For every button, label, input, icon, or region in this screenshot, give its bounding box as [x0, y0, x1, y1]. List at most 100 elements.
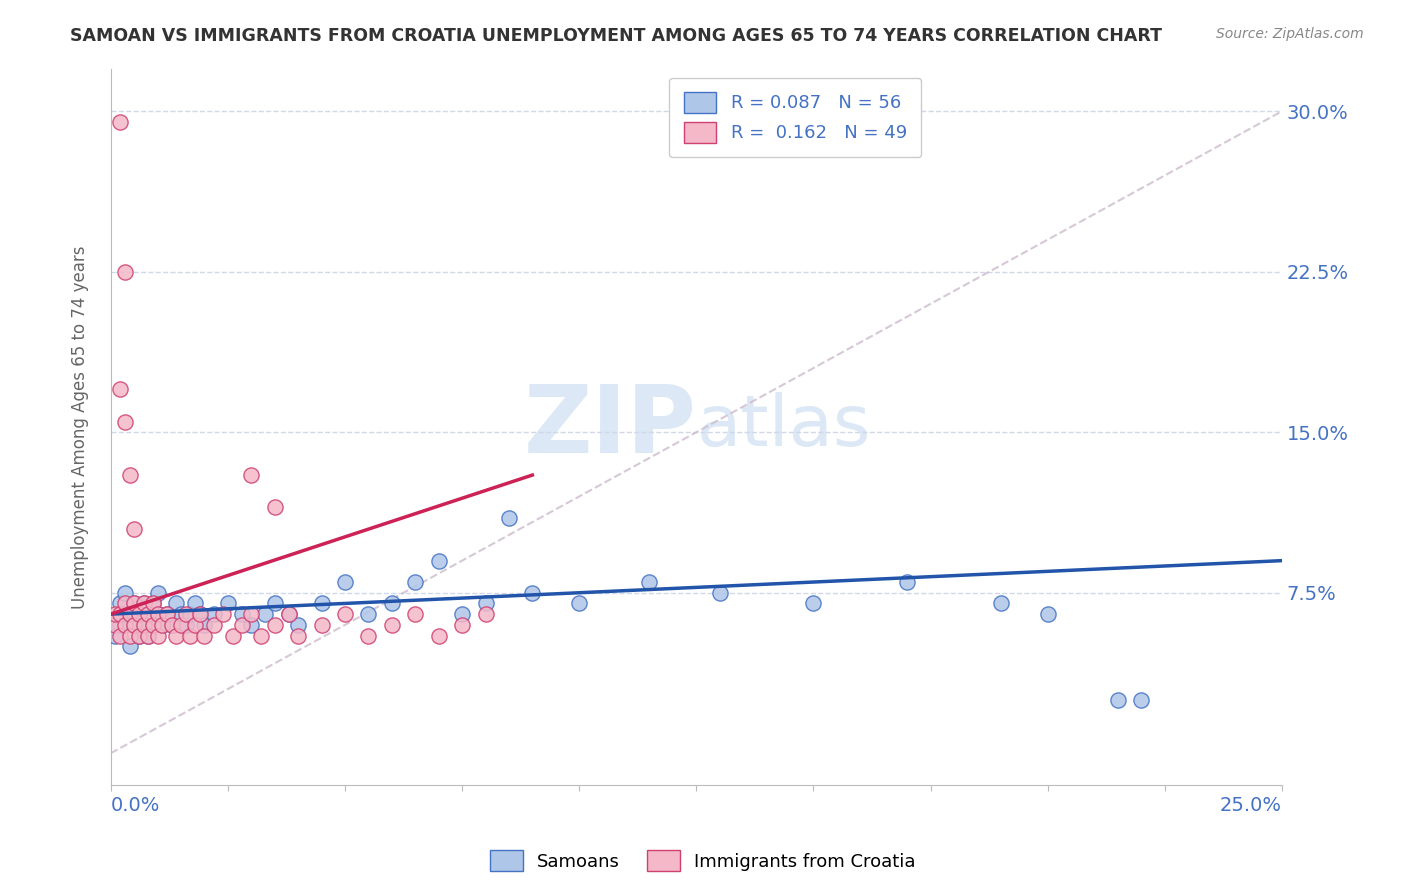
- Point: [803, 596, 825, 610]
- Point: [170, 617, 193, 632]
- Point: [263, 596, 285, 610]
- Point: [142, 617, 165, 632]
- Point: [184, 596, 207, 610]
- Point: [263, 617, 285, 632]
- Point: [311, 617, 333, 632]
- Point: [221, 628, 243, 642]
- Point: [174, 607, 197, 621]
- Point: [193, 617, 215, 632]
- Point: [427, 628, 450, 642]
- Point: [132, 596, 155, 610]
- Point: [357, 628, 380, 642]
- Point: [522, 586, 544, 600]
- Point: [156, 607, 179, 621]
- Point: [104, 628, 127, 642]
- Point: [114, 586, 136, 600]
- Point: [118, 607, 141, 621]
- Point: [240, 468, 263, 483]
- Point: [990, 596, 1012, 610]
- Point: [128, 628, 150, 642]
- Point: [170, 607, 193, 621]
- Point: [404, 575, 426, 590]
- Point: [263, 500, 285, 515]
- Point: [474, 596, 496, 610]
- Point: [142, 596, 165, 610]
- Point: [896, 575, 918, 590]
- Text: 0.0%: 0.0%: [111, 796, 160, 815]
- Point: [1107, 692, 1129, 706]
- Point: [451, 617, 474, 632]
- Point: [108, 596, 131, 610]
- Point: [108, 383, 131, 397]
- Point: [122, 617, 145, 632]
- Point: [231, 617, 253, 632]
- Point: [165, 596, 187, 610]
- Point: [451, 607, 474, 621]
- Point: [254, 607, 277, 621]
- Text: 25.0%: 25.0%: [1220, 796, 1282, 815]
- Point: [118, 628, 141, 642]
- Point: [202, 607, 225, 621]
- Point: [188, 607, 211, 621]
- Point: [277, 607, 299, 621]
- Point: [146, 607, 169, 621]
- Point: [132, 617, 155, 632]
- Point: [108, 628, 131, 642]
- Text: atlas: atlas: [696, 392, 870, 461]
- Point: [108, 607, 131, 621]
- Point: [381, 617, 404, 632]
- Point: [150, 617, 173, 632]
- Point: [118, 468, 141, 483]
- Point: [165, 628, 187, 642]
- Point: [474, 607, 496, 621]
- Point: [357, 607, 380, 621]
- Point: [122, 617, 145, 632]
- Point: [568, 596, 591, 610]
- Point: [217, 596, 239, 610]
- Point: [202, 617, 225, 632]
- Point: [160, 617, 183, 632]
- Point: [404, 607, 426, 621]
- Point: [156, 607, 179, 621]
- Point: [104, 607, 127, 621]
- Point: [287, 617, 309, 632]
- Point: [114, 415, 136, 429]
- Point: [142, 596, 165, 610]
- Point: [114, 596, 136, 610]
- Point: [709, 586, 731, 600]
- Point: [128, 607, 150, 621]
- Point: [1036, 607, 1059, 621]
- Point: [427, 554, 450, 568]
- Point: [277, 607, 299, 621]
- Legend: R = 0.087   N = 56, R =  0.162   N = 49: R = 0.087 N = 56, R = 0.162 N = 49: [669, 78, 921, 157]
- Point: [122, 522, 145, 536]
- Point: [179, 628, 201, 642]
- Point: [174, 617, 197, 632]
- Point: [108, 115, 131, 129]
- Point: [122, 596, 145, 610]
- Point: [146, 607, 169, 621]
- Point: [311, 596, 333, 610]
- Point: [381, 596, 404, 610]
- Text: SAMOAN VS IMMIGRANTS FROM CROATIA UNEMPLOYMENT AMONG AGES 65 TO 74 YEARS CORRELA: SAMOAN VS IMMIGRANTS FROM CROATIA UNEMPL…: [70, 27, 1163, 45]
- Point: [136, 628, 159, 642]
- Point: [333, 575, 356, 590]
- Point: [114, 265, 136, 279]
- Text: ZIP: ZIP: [523, 381, 696, 473]
- Point: [150, 617, 173, 632]
- Point: [160, 617, 183, 632]
- Point: [287, 628, 309, 642]
- Legend: Samoans, Immigrants from Croatia: Samoans, Immigrants from Croatia: [484, 843, 922, 879]
- Point: [132, 617, 155, 632]
- Point: [128, 628, 150, 642]
- Point: [114, 617, 136, 632]
- Point: [231, 607, 253, 621]
- Point: [212, 607, 235, 621]
- Point: [188, 607, 211, 621]
- Point: [142, 617, 165, 632]
- Point: [638, 575, 661, 590]
- Point: [193, 628, 215, 642]
- Point: [122, 596, 145, 610]
- Point: [132, 596, 155, 610]
- Point: [179, 607, 201, 621]
